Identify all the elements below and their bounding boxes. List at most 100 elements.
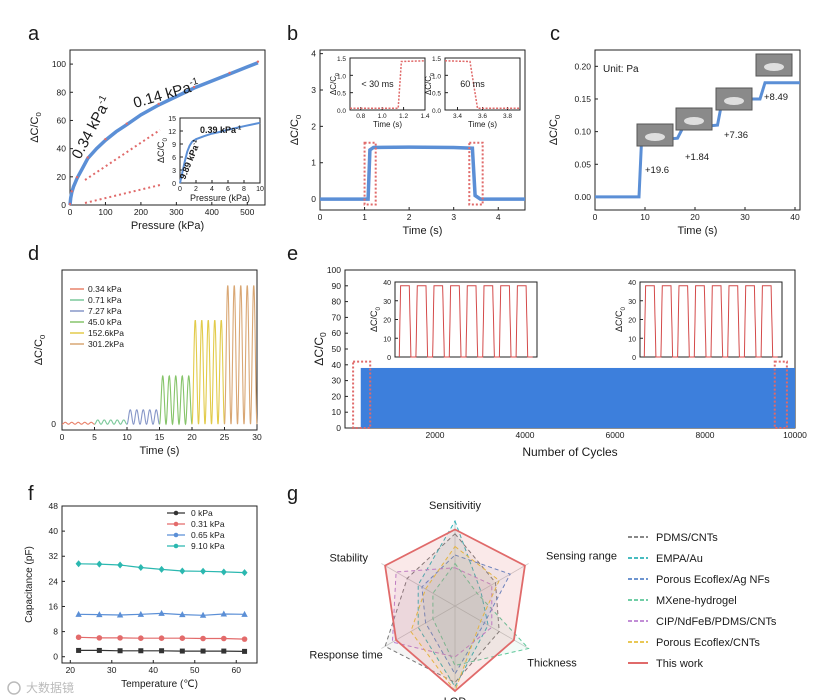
b-inset2-ytick-label: 1.0 bbox=[432, 73, 441, 80]
e-inset-2-ytick-label: 20 bbox=[628, 318, 636, 325]
b-inset2-xtick-label: 3.4 bbox=[453, 113, 462, 120]
c-ylabel: ΔC/C0 bbox=[548, 115, 562, 146]
f-point bbox=[179, 648, 185, 654]
b-inset1-xtick-label: 1.0 bbox=[378, 113, 387, 120]
e-inset-2-ytick-label: 0 bbox=[632, 355, 636, 362]
f-point bbox=[158, 609, 165, 616]
f-point bbox=[200, 567, 207, 575]
e-inset-2-ylabel: ΔC/C0 bbox=[614, 307, 627, 333]
panel-letter-d: d bbox=[28, 243, 39, 265]
panel-g-chart: Sensitivitiy Sensing range Thickness LOD Res… bbox=[309, 500, 777, 700]
a-xtick-label: 200 bbox=[134, 207, 148, 217]
a-zoom-guide bbox=[84, 184, 161, 204]
f-point bbox=[221, 648, 227, 654]
d-legend-label: 301.2kPa bbox=[88, 339, 124, 349]
f-point bbox=[137, 564, 144, 572]
a-ylabel-sub: 0 bbox=[34, 112, 43, 116]
b-ytick-label: 4 bbox=[311, 49, 316, 59]
f-point bbox=[199, 611, 207, 618]
b-inset2-xlabel: Time (s) bbox=[468, 120, 497, 129]
b-inset2-ytick-label: 0.0 bbox=[432, 108, 441, 115]
d-ylabel: ΔC/C0 bbox=[33, 335, 47, 366]
e-inset-2-ytick-label: 10 bbox=[628, 336, 636, 343]
e-inset-1-ylabel-sub: 0 bbox=[375, 307, 382, 311]
a-inset-ytick-label: 6 bbox=[172, 155, 176, 162]
panel-f-chart: 20 30 40 50 60 0 8 16 24 32 40 48 Temperature (℃) Cap… bbox=[24, 501, 258, 690]
a-inset-ytick-label: 12 bbox=[168, 129, 176, 136]
b-inset2-ylabel-sub: 0 bbox=[430, 73, 436, 76]
c-xtick-label: 10 bbox=[640, 212, 650, 222]
c-xtick-label: 30 bbox=[740, 212, 750, 222]
f-legend-label: 0 kPa bbox=[191, 508, 213, 518]
d-xtick-label: 10 bbox=[122, 432, 132, 442]
a-fit-point bbox=[75, 176, 79, 179]
a-inset-slope2-exp: -1 bbox=[236, 125, 242, 131]
b-xtick-label: 3 bbox=[451, 212, 456, 222]
e-xtick-label: 6000 bbox=[606, 430, 625, 440]
f-point bbox=[138, 648, 144, 654]
b-inset2-ytick-label: 1.5 bbox=[432, 56, 441, 63]
b-inset1-label: < 30 ms bbox=[361, 79, 394, 89]
e-ytick-label: 10 bbox=[332, 407, 342, 417]
panel-e-chart: 2000 4000 6000 8000 100000102030405060708090… bbox=[312, 265, 807, 459]
a-ytick-label: 60 bbox=[57, 115, 67, 125]
f-legend-marker bbox=[173, 521, 179, 527]
watermark-text: 大数据镜 bbox=[26, 680, 74, 695]
d-xlabel: Time (s) bbox=[140, 445, 180, 457]
a-ytick-label: 80 bbox=[57, 87, 67, 97]
e-ytick-label: 40 bbox=[332, 360, 342, 370]
e-inset-1-ytick-label: 0 bbox=[387, 355, 391, 362]
e-ytick-label: 70 bbox=[332, 312, 342, 322]
a-zoom-guide bbox=[84, 129, 161, 181]
e-highlight-end bbox=[773, 360, 788, 430]
a-fit-point bbox=[228, 71, 231, 75]
d-xtick-label: 30 bbox=[252, 432, 262, 442]
c-ytick-label: 0.15 bbox=[574, 94, 591, 104]
g-axis-spoke bbox=[381, 563, 456, 607]
e-xtick-label: 8000 bbox=[696, 430, 715, 440]
panel-c-chart: 0 10 20 30 40 0.00 0.05 0.10 0.15 0.20 Time (s) ΔC/… bbox=[548, 49, 801, 237]
e-ylabel-sub: 0 bbox=[318, 332, 328, 337]
d-legend-label: 0.34 kPa bbox=[88, 284, 122, 294]
e-cycle-band bbox=[360, 367, 795, 428]
g-axis-label: Response time bbox=[309, 650, 382, 662]
b-inset1-ytick-label: 1.0 bbox=[337, 73, 346, 80]
b-ytick-label: 2 bbox=[311, 121, 316, 131]
a-fit-point bbox=[192, 85, 196, 89]
e-ytick-label: 50 bbox=[332, 344, 342, 354]
e-inset-line-2 bbox=[643, 285, 778, 358]
f-xtick-label: 30 bbox=[107, 665, 117, 675]
f-legend-marker bbox=[173, 543, 179, 549]
b-inset1-xtick-label: 1.2 bbox=[399, 113, 408, 120]
c-unit-label: Unit: Pa bbox=[603, 64, 639, 75]
a-xtick-label: 400 bbox=[205, 207, 219, 217]
g-axis-spoke bbox=[454, 605, 529, 649]
b-inset1-ytick-label: 0.5 bbox=[337, 91, 346, 98]
g-axis-label: Sensitivitiy bbox=[429, 500, 481, 512]
f-legend-label: 0.31 kPa bbox=[191, 519, 225, 529]
e-inset-2-ylabel-sub: 0 bbox=[620, 307, 627, 311]
e-inset-2-ytick-label: 30 bbox=[628, 299, 636, 306]
c-photo-object-3 bbox=[724, 97, 744, 105]
a-xtick-label: 300 bbox=[169, 207, 183, 217]
f-point bbox=[76, 647, 82, 653]
e-inset-1-ylabel: ΔC/C0 bbox=[369, 307, 382, 333]
b-highlight-fall bbox=[468, 141, 484, 206]
f-ylabel: Capacitance (pF) bbox=[24, 546, 35, 623]
b-series-line bbox=[320, 145, 525, 201]
a-xlabel: Pressure (kPa) bbox=[131, 220, 204, 232]
f-point bbox=[241, 610, 248, 617]
d-xtick-label: 5 bbox=[92, 432, 97, 442]
f-point bbox=[117, 561, 124, 569]
a-inset-xtick-label: 8 bbox=[242, 186, 246, 193]
d-legend-label: 45.0 kPa bbox=[88, 317, 122, 327]
b-inset1-xlabel: Time (s) bbox=[373, 120, 402, 129]
e-inset-2-ytick-label: 40 bbox=[628, 280, 636, 287]
watermark: 大数据镜 bbox=[7, 680, 74, 695]
g-series-1 bbox=[384, 533, 500, 684]
c-photo-object-2 bbox=[684, 117, 704, 125]
a-slope2-label: 0.14 kPa-1 bbox=[131, 76, 201, 112]
a-ytick-label: 20 bbox=[57, 172, 67, 182]
a-inset-ylabel: ΔC/C0 bbox=[156, 138, 169, 164]
